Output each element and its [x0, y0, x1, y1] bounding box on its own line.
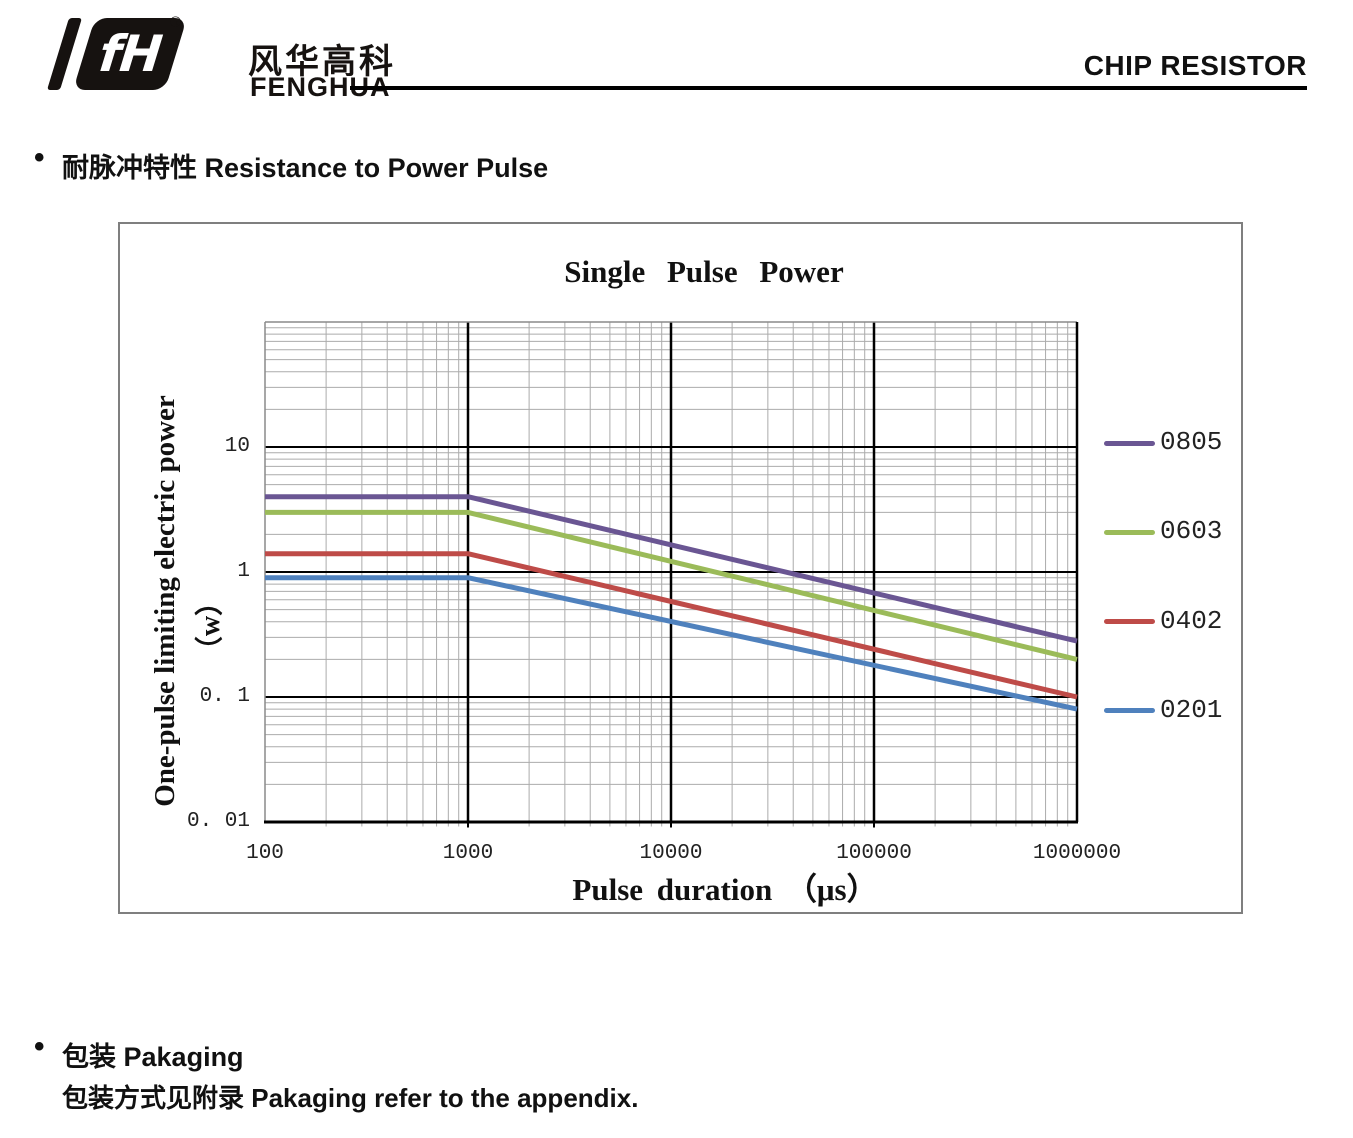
x-tick-label: 100000 — [836, 842, 912, 865]
legend-swatch-0201 — [1104, 708, 1155, 714]
series-line-0805 — [265, 494, 1078, 644]
y-tick-label: 10 — [224, 435, 250, 458]
y-tick-label: 0. 01 — [186, 810, 250, 833]
legend-label-0201: 0201 — [1160, 694, 1223, 725]
chart-panel: Single Pulse Power One-pulse limiting el… — [118, 222, 1243, 914]
fenghua-logo: fH ® 风华高科 FENGHUA — [46, 14, 393, 102]
legend-label-0603: 0603 — [1160, 516, 1223, 547]
packaging-title-en: Pakaging — [123, 1042, 244, 1072]
x-tick-label: 100 — [246, 842, 284, 865]
bullet-icon: • — [34, 141, 45, 174]
packaging-title-cn: 包装 — [62, 1042, 116, 1072]
y-tick-label: 0. 1 — [199, 685, 250, 708]
x-tick-label: 10000 — [639, 842, 703, 865]
y-tick-label: 1 — [237, 560, 250, 583]
packaging-note-en: Pakaging refer to the appendix. — [251, 1083, 639, 1113]
packaging-note: 包装方式见附录 Pakaging refer to the appendix. — [62, 1078, 638, 1115]
document-title: CHIP RESISTOR — [1083, 50, 1307, 81]
packaging-title: 包装 Pakaging — [62, 1035, 244, 1074]
legend-label-0402: 0402 — [1160, 605, 1223, 636]
legend-label-0805: 0805 — [1160, 427, 1223, 457]
chart-title: Single Pulse Power — [564, 254, 844, 289]
legend-swatch-0402 — [1104, 619, 1155, 625]
section-title: 耐脉冲特性 Resistance to Power Pulse — [62, 146, 548, 185]
logo-monogram-text: fH — [91, 25, 169, 83]
legend-swatch-0603 — [1104, 529, 1155, 535]
section-title-en: Resistance to Power Pulse — [204, 153, 549, 183]
series-line-0603 — [265, 509, 1078, 662]
series-line-0402 — [265, 551, 1078, 700]
bullet-icon: • — [34, 1030, 45, 1063]
x-tick-label: 1000000 — [1032, 842, 1122, 865]
legend-swatch-0805 — [1104, 440, 1155, 446]
x-tick-label: 1000 — [442, 842, 494, 865]
x-axis-title: Pulse duration （μs） — [572, 872, 878, 907]
header-rule — [350, 86, 1307, 90]
packaging-note-cn: 包装方式见附录 — [62, 1083, 245, 1113]
series-line-0201 — [265, 575, 1078, 712]
registered-trademark-icon: ® — [170, 14, 182, 31]
plot-area — [264, 321, 1079, 828]
section-title-cn: 耐脉冲特性 — [62, 153, 197, 183]
brand-name-chinese: 风华高科 — [248, 43, 396, 81]
